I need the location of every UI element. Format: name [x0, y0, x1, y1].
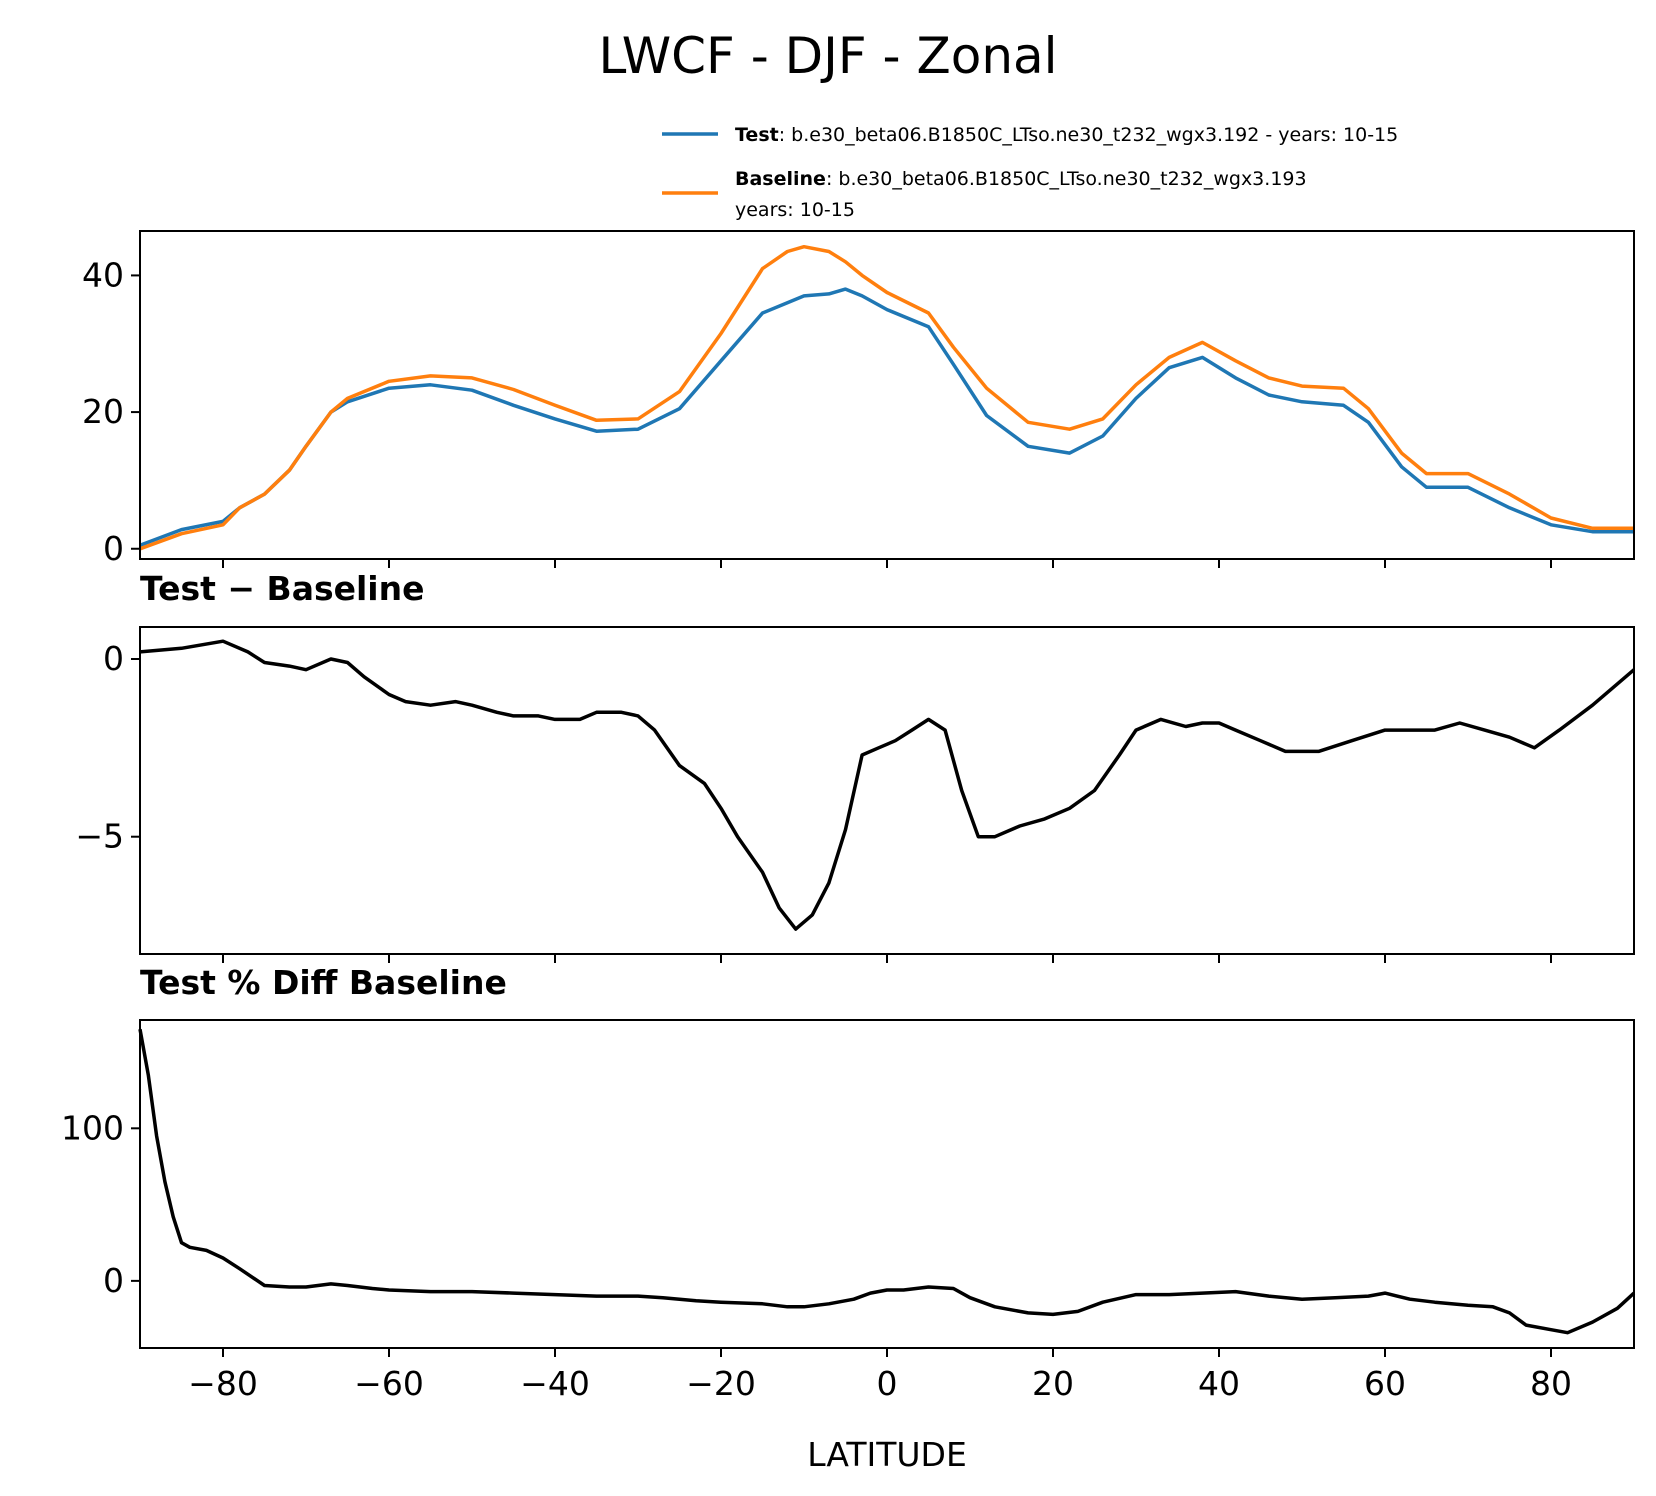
x-tick-label: −40 — [520, 1364, 590, 1403]
legend-baseline-name: Baseline — [735, 168, 826, 190]
x-tick-label: −20 — [686, 1364, 756, 1403]
x-tick-label: 20 — [1032, 1364, 1074, 1403]
y-tick-label: 0 — [103, 1261, 124, 1300]
legend: Test: b.e30_beta06.B1850C_LTso.ne30_t232… — [662, 124, 1398, 221]
series-line-test-diff-baseline — [138, 1028, 1636, 1335]
y-tick-label: 100 — [61, 1108, 124, 1147]
panel-percent-difference: Test % Diff Baseline 0 100 −80 −60 −40 −20 0 20… — [61, 963, 1636, 1403]
legend-test-name: Test — [735, 124, 779, 146]
panel-difference: Test − Baseline 0 −5 — [75, 569, 1636, 963]
x-tick-label: 60 — [1364, 1364, 1406, 1403]
figure-title: LWCF - DJF - Zonal — [598, 27, 1057, 85]
y-tick-label: 0 — [103, 529, 124, 568]
x-tick-label: 40 — [1198, 1364, 1240, 1403]
panel-frame — [139, 230, 1635, 560]
y-tick-label: 0 — [103, 639, 124, 678]
panel-frame — [139, 626, 1635, 955]
panel-zonal-means: 0 20 40 — [82, 230, 1635, 568]
series-line-test — [139, 287, 1634, 547]
legend-baseline-label: Baseline: b.e30_beta06.B1850C_LTso.ne30_… — [735, 168, 1307, 190]
panel-frame — [139, 1019, 1635, 1349]
legend-baseline-years: years: 10-15 — [735, 199, 855, 221]
series-line-baseline — [139, 244, 1634, 551]
y-tick-label: 40 — [82, 255, 124, 294]
x-tick-label: −60 — [354, 1364, 424, 1403]
panel-title-percent-diff: Test % Diff Baseline — [140, 963, 507, 1002]
x-tick-label: 80 — [1530, 1364, 1572, 1403]
y-tick-label: −5 — [75, 817, 124, 856]
legend-baseline-text: : b.e30_beta06.B1850C_LTso.ne30_t232_wgx… — [826, 168, 1307, 190]
legend-test-text: : b.e30_beta06.B1850C_LTso.ne30_t232_wgx… — [779, 124, 1399, 146]
legend-test-label: Test: b.e30_beta06.B1850C_LTso.ne30_t232… — [735, 124, 1398, 146]
x-axis-label: LATITUDE — [807, 1435, 967, 1474]
x-tick-label: 0 — [877, 1364, 898, 1403]
x-tick-label: −80 — [188, 1364, 258, 1403]
series-line-test-baseline — [139, 639, 1636, 931]
y-tick-label: 20 — [82, 392, 124, 431]
panel-title-difference: Test − Baseline — [140, 569, 425, 608]
